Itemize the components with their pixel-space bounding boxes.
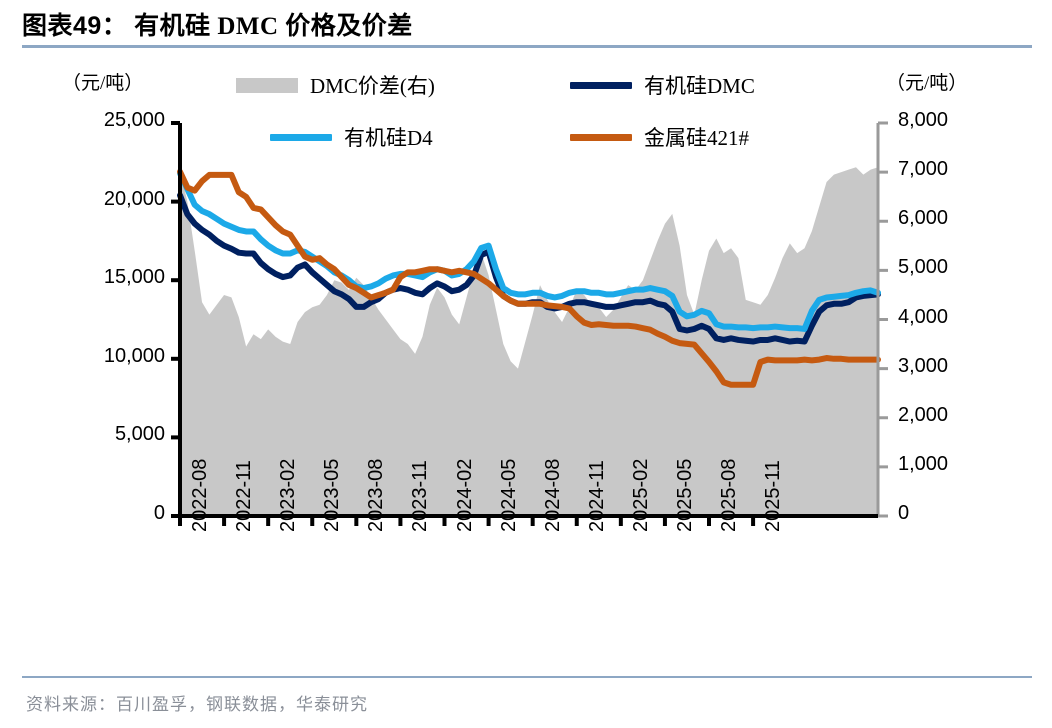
left-axis-tick-label: 20,000	[103, 187, 165, 210]
right-axis-tick-label: 4,000	[898, 305, 949, 328]
source-note: 资料来源：百川盈孚，钢联数据，华泰研究	[26, 695, 368, 714]
page-title: 图表49： 有机硅 DMC 价格及价差	[0, 6, 413, 42]
legend-swatch-silicon	[570, 133, 632, 141]
legend-item-dmc: 有机硅DMC	[570, 70, 755, 100]
left-axis-tick-label: 25,000	[103, 109, 165, 131]
left-axis-unit: （元/吨）	[62, 73, 144, 94]
legend-swatch-dmc	[570, 81, 632, 89]
legend-label-dmc: 有机硅DMC	[644, 74, 755, 98]
title-divider	[22, 45, 1032, 48]
x-axis-tick-label: 2025-05	[673, 458, 696, 532]
figure-number: 49	[73, 12, 102, 40]
left-axis-tick-label: 10,000	[103, 344, 165, 367]
series-line-d4	[177, 170, 881, 332]
left-axis-tick-label: 5,000	[114, 423, 165, 446]
right-axis-tick-label: 3,000	[898, 354, 949, 377]
x-axis-tick-label: 2025-11	[762, 460, 785, 532]
series-line-silicon	[177, 168, 881, 388]
right-axis-tick-label: 0	[898, 502, 910, 524]
x-axis-tick-label: 2024-02	[453, 458, 476, 532]
right-axis-tick-label: 8,000	[898, 109, 949, 131]
legend-label-dmc-spread: DMC价差(右)	[310, 74, 435, 98]
legend-item-dmc-spread: DMC价差(右)	[236, 70, 435, 100]
legend-swatch-area	[236, 77, 298, 93]
right-axis-tick-label: 1,000	[898, 452, 949, 475]
x-axis-tick-label: 2023-02	[277, 458, 300, 532]
footer-divider	[22, 676, 1032, 678]
figure-header: 图表49： 有机硅 DMC 价格及价差	[0, 0, 1052, 48]
x-axis-tick-label: 2023-11	[409, 460, 432, 532]
legend-item-d4: 有机硅D4	[270, 122, 433, 152]
x-axis-tick-label: 2023-05	[321, 458, 344, 532]
x-axis-tick-label: 2025-08	[718, 458, 740, 532]
series-area-dmc-spread	[180, 167, 878, 516]
left-axis-tick-label: 0	[153, 502, 165, 524]
right-axis-tick-label: 6,000	[898, 207, 949, 230]
figure-label: 图表	[22, 13, 74, 40]
left-axis-tick-label: 15,000	[103, 266, 165, 289]
right-axis-tick-label: 5,000	[898, 256, 949, 279]
legend-swatch-d4	[270, 133, 332, 141]
legend-item-silicon: 金属硅421#	[570, 122, 749, 152]
x-axis-tick-label: 2024-05	[497, 458, 520, 532]
legend-label-d4: 有机硅D4	[344, 126, 433, 150]
x-axis-tick-label: 2022-08	[189, 458, 211, 532]
x-axis-tick-label: 2024-08	[541, 458, 564, 532]
x-axis-tick-label: 2023-08	[365, 458, 388, 532]
legend-label-silicon: 金属硅421#	[644, 126, 749, 150]
right-axis-unit: （元/吨）	[886, 73, 968, 94]
x-axis-tick-label: 2025-02	[629, 458, 652, 532]
right-axis-tick-label: 7,000	[898, 158, 949, 181]
figure-title-text: 有机硅 DMC 价格及价差	[134, 13, 413, 40]
figure-colon: ：	[101, 13, 128, 40]
right-axis-tick-label: 2,000	[898, 403, 949, 426]
x-axis-tick-label: 2022-11	[233, 460, 256, 532]
x-axis-tick-label: 2024-11	[585, 460, 608, 532]
